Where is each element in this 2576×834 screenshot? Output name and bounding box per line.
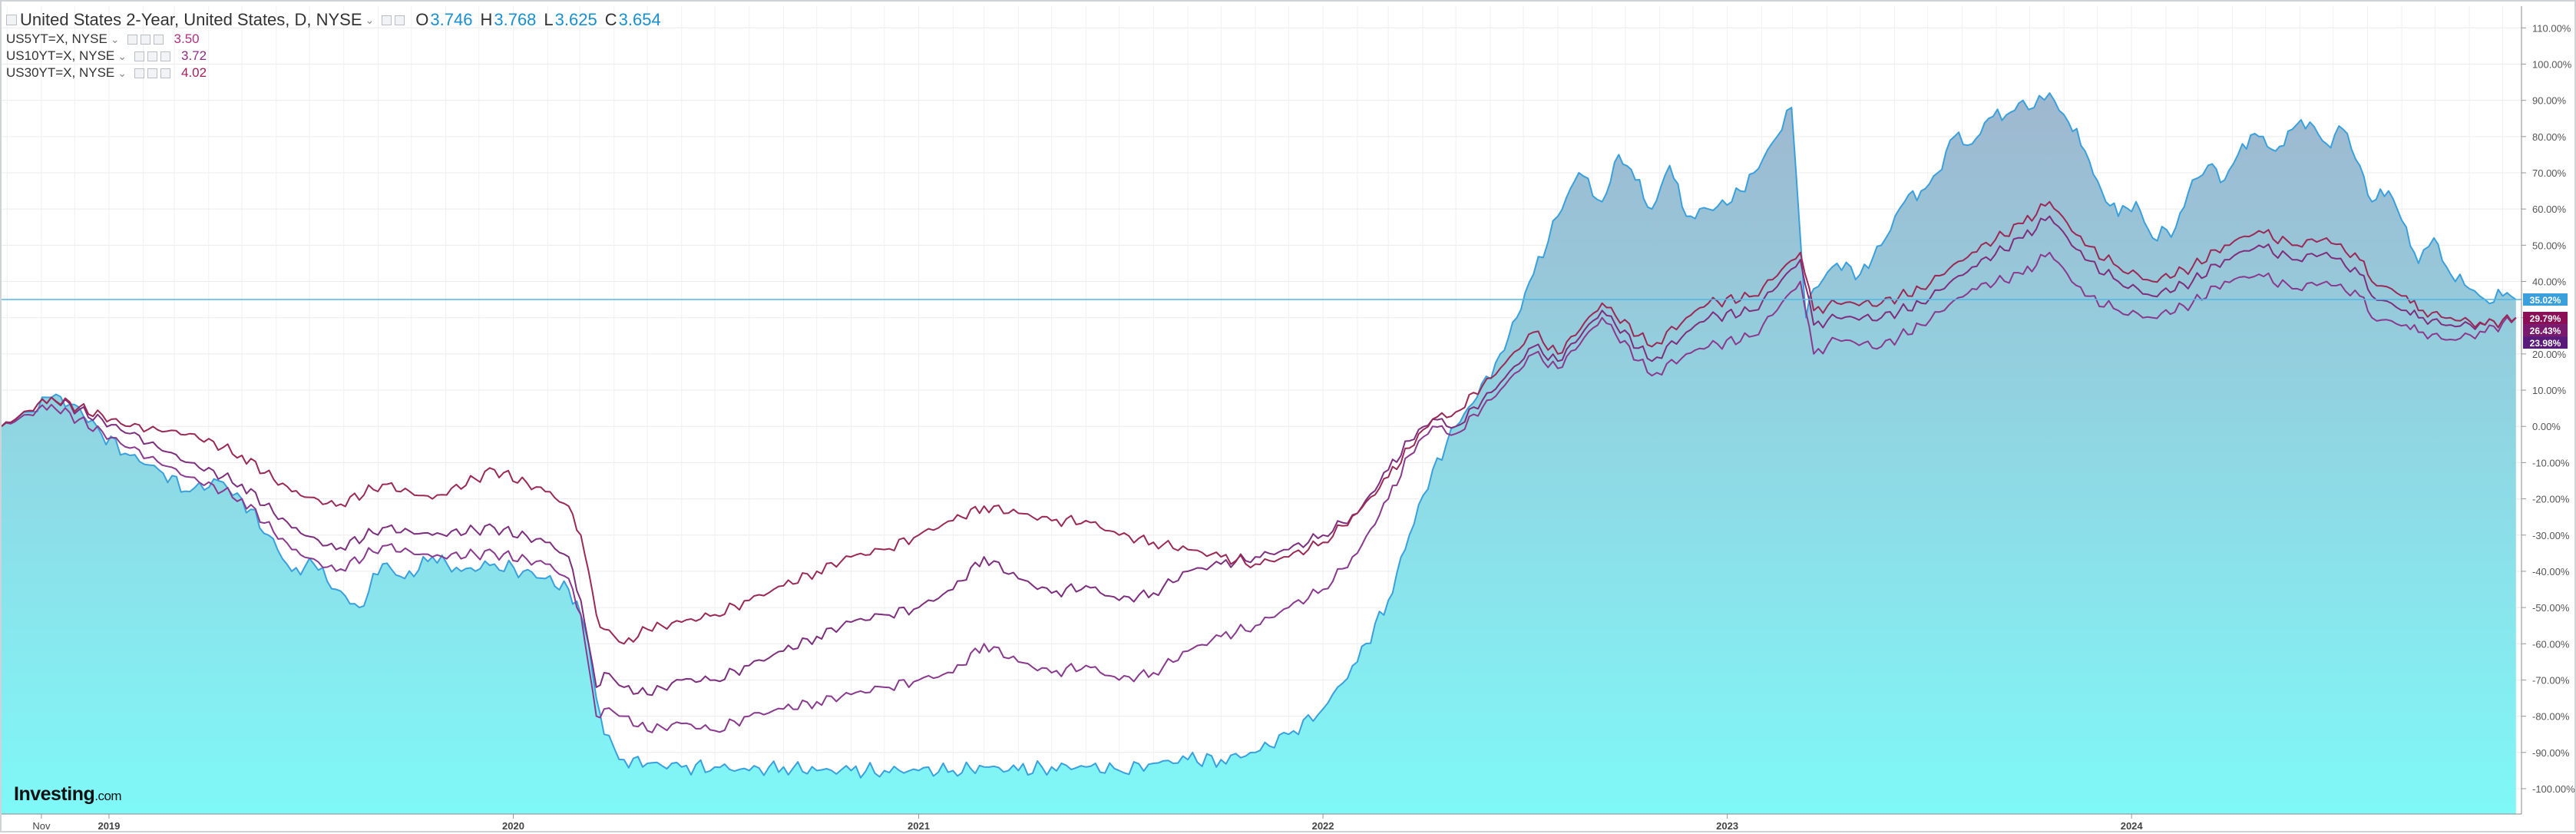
x-tick-label: 2020 <box>502 820 524 832</box>
current-value-label: 26.43% <box>2530 326 2561 336</box>
y-tick-label: -20.00% <box>2532 494 2570 505</box>
y-tick-label: 90.00% <box>2532 95 2567 107</box>
y-tick-label: 100.00% <box>2532 58 2572 70</box>
legend: United States 2-Year, United States, D, … <box>6 9 661 81</box>
y-tick-label: -90.00% <box>2532 747 2570 759</box>
collapse-legend-icon[interactable] <box>6 15 17 25</box>
logo-suffix: .com <box>94 789 122 803</box>
y-tick-label: 40.00% <box>2532 276 2567 288</box>
x-tick-label: 2024 <box>2121 820 2144 832</box>
legend-compare-row: US5YT=X, NYSE ⌄ 3.50 <box>6 31 661 48</box>
us2y-line <box>2 92 2517 779</box>
y-tick-label: -40.00% <box>2532 566 2570 578</box>
axis-layer: 110.00% 100.00% 90.00% 80.00% 70.00% 60.00% 50… <box>2 6 2575 832</box>
us10y-line <box>2 215 2517 697</box>
compare-symbol-name[interactable]: US10YT=X, NYSE <box>6 48 115 63</box>
y-tick-label: 80.00% <box>2532 131 2567 143</box>
settings-icon[interactable] <box>134 68 144 78</box>
logo-brand: Investing <box>14 783 95 805</box>
legend-main-row: United States 2-Year, United States, D, … <box>6 9 661 31</box>
y-tick-label: 110.00% <box>2532 22 2571 34</box>
y-tick-label: -70.00% <box>2532 674 2570 686</box>
legend-compare-row: US30YT=X, NYSE ⌄ 4.02 <box>6 65 661 81</box>
current-value-badge <box>2523 336 2568 349</box>
current-value-badge <box>2523 293 2568 306</box>
open-label: O <box>415 10 429 29</box>
compare-symbol-value: 4.02 <box>181 65 207 80</box>
y-tick-label: 60.00% <box>2532 204 2567 215</box>
settings-icon[interactable] <box>382 15 392 25</box>
y-tick-label: -10.00% <box>2532 457 2570 468</box>
chevron-down-icon[interactable]: ⌄ <box>110 32 120 45</box>
remove-icon[interactable] <box>153 34 164 45</box>
compare-symbol-name[interactable]: US5YT=X, NYSE <box>6 31 107 46</box>
close-value: 3.654 <box>618 10 661 29</box>
low-label: L <box>544 10 554 29</box>
current-value-badge <box>2523 312 2568 325</box>
current-value-label: 29.79% <box>2530 313 2561 324</box>
remove-icon[interactable] <box>160 51 170 61</box>
chevron-down-icon[interactable]: ⌄ <box>117 49 127 62</box>
compare-symbol-name[interactable]: US30YT=X, NYSE <box>6 65 115 80</box>
high-label: H <box>480 10 493 29</box>
y-tick-label: 0.00% <box>2532 421 2561 432</box>
open-value: 3.746 <box>430 10 473 29</box>
legend-compare-row: US10YT=X, NYSE ⌄ 3.72 <box>6 48 661 65</box>
visibility-icon[interactable] <box>147 68 157 78</box>
current-value-badge <box>2523 324 2568 337</box>
main-symbol-title[interactable]: United States 2-Year, United States, D, … <box>20 10 362 29</box>
y-tick-label: 20.00% <box>2532 349 2567 360</box>
x-tick-label: 2022 <box>1312 820 1334 832</box>
settings-icon[interactable] <box>134 51 144 61</box>
us30y-line <box>2 200 2517 645</box>
x-tick-label: 2023 <box>1716 820 1738 832</box>
chevron-down-icon[interactable]: ⌄ <box>365 13 375 26</box>
y-tick-label: -100.00% <box>2532 783 2575 795</box>
visibility-icon[interactable] <box>147 51 157 61</box>
y-tick-label: 10.00% <box>2532 385 2567 396</box>
y-tick-label: -80.00% <box>2532 711 2570 723</box>
compare-symbol-value: 3.50 <box>174 31 200 46</box>
settings-icon[interactable] <box>127 34 137 45</box>
current-value-label: 23.98% <box>2530 338 2561 349</box>
high-value: 3.768 <box>494 10 537 29</box>
us2y-area <box>2 93 2516 814</box>
compare-symbol-value: 3.72 <box>181 48 207 63</box>
current-value-label: 35.02% <box>2530 295 2561 306</box>
low-value: 3.625 <box>554 10 597 29</box>
investing-logo: Investing.com <box>14 783 122 806</box>
us5y-line <box>2 251 2517 733</box>
y-tick-label: 70.00% <box>2532 167 2567 179</box>
x-tick-label: Nov <box>32 820 51 832</box>
y-tick-label: -30.00% <box>2532 530 2570 541</box>
visibility-icon[interactable] <box>140 34 150 45</box>
visibility-icon[interactable] <box>395 15 405 25</box>
y-tick-label: -60.00% <box>2532 638 2570 650</box>
y-tick-label: -50.00% <box>2532 602 2570 614</box>
chevron-down-icon[interactable]: ⌄ <box>117 66 127 79</box>
close-label: C <box>604 10 617 29</box>
remove-icon[interactable] <box>160 68 170 78</box>
x-tick-label: 2019 <box>98 820 120 832</box>
series-layer <box>2 92 2521 814</box>
y-tick-label: 50.00% <box>2532 240 2567 251</box>
x-tick-label: 2021 <box>908 820 930 832</box>
